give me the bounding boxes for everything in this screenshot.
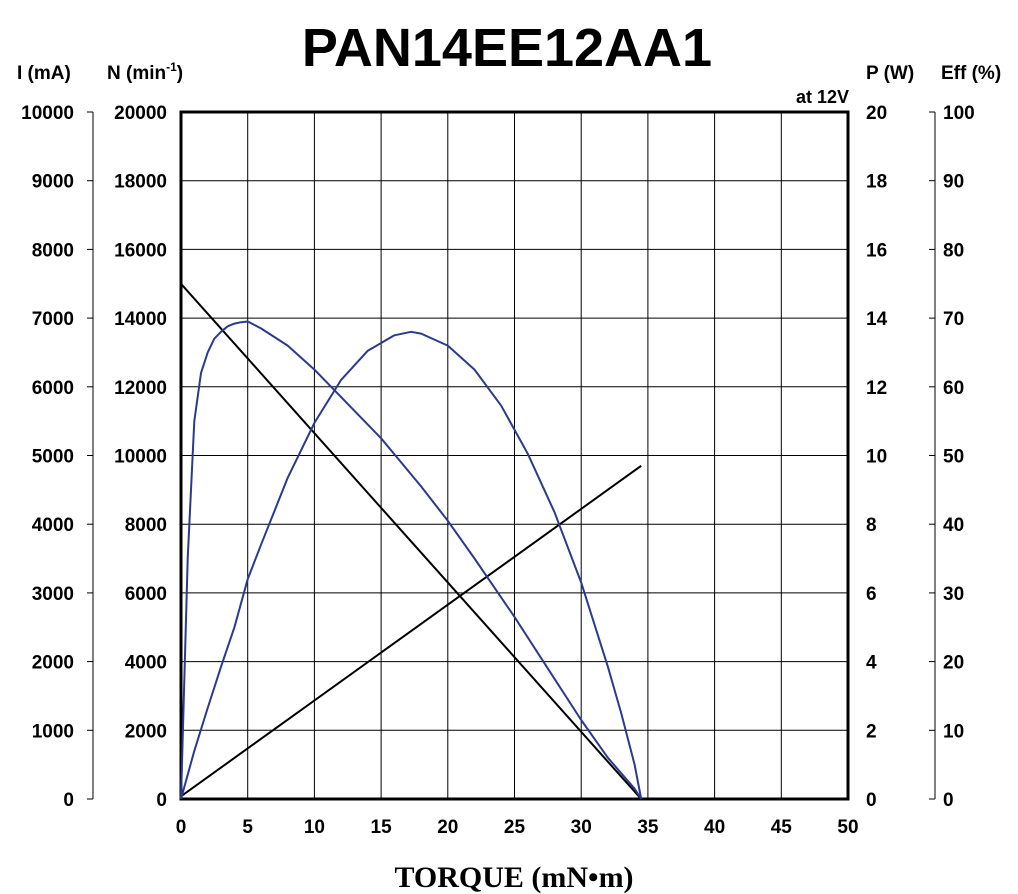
x-tick-label: 25 [504,817,526,838]
efficiency-tick-label: 0 [943,790,954,811]
current-line [180,464,642,798]
efficiency-axis-label: Eff (%) [941,63,1001,84]
current-tick-label: 7000 [32,309,74,330]
speed-line [180,283,642,800]
power-axis-label: P (W) [866,63,914,84]
speed-tick-label: 20000 [114,103,167,124]
power-tick-label: 10 [866,447,887,468]
x-tick-label: 50 [837,817,858,838]
x-tick-label: 20 [437,817,458,838]
speed-tick-label: 12000 [114,378,167,399]
efficiency-tick-label: 90 [943,172,964,193]
efficiency-tick-label: 60 [943,378,964,399]
speed-tick-label: 2000 [125,721,167,742]
current-tick-label: 5000 [32,447,74,468]
x-tick-label: 45 [771,817,793,838]
x-tick-label: 30 [571,817,592,838]
efficiency-tick-label: 50 [943,447,964,468]
speed-tick-label: 18000 [114,172,167,193]
efficiency-curve [180,320,643,800]
power-tick-label: 14 [866,309,888,330]
current-tick-label: 0 [63,790,74,811]
current-tick-label: 3000 [32,584,74,605]
power-tick-label: 6 [866,584,877,605]
efficiency-tick-label: 30 [943,584,964,605]
speed-axis-label: N (min-1) [107,60,183,84]
plot-frame [179,110,850,801]
power-tick-label: 2 [866,721,877,742]
speed-tick-label: 6000 [125,584,167,605]
power-tick-label: 18 [866,172,887,193]
speed-tick-label: 10000 [114,447,167,468]
current-tick-label: 10000 [21,103,74,124]
efficiency-tick-label: 100 [943,103,975,124]
power-tick-label: 12 [866,378,887,399]
x-tick-label: 10 [304,817,325,838]
efficiency-tick-label: 10 [943,721,964,742]
current-tick-label: 9000 [32,172,74,193]
power-tick-label: 16 [866,240,887,261]
power-tick-label: 4 [866,653,877,674]
speed-tick-label: 14000 [114,309,167,330]
x-axis-title: TORQUE (mN•m) [394,861,633,894]
x-tick-label: 35 [637,817,659,838]
x-tick-label: 0 [176,817,187,838]
power-tick-label: 20 [866,103,887,124]
x-tick-label: 5 [242,817,253,838]
power-tick-label: 0 [866,790,877,811]
current-tick-label: 1000 [32,721,74,742]
power-curve [180,330,643,800]
efficiency-tick-label: 40 [943,515,964,536]
x-tick-label: 40 [704,817,725,838]
current-tick-label: 2000 [32,653,74,674]
speed-tick-label: 16000 [114,240,167,261]
speed-tick-label: 8000 [125,515,167,536]
current-tick-label: 8000 [32,240,74,261]
chart-title: PAN14EE12AA1 [302,18,712,78]
current-tick-label: 6000 [32,378,74,399]
speed-tick-label: 4000 [125,653,167,674]
current-axis-label: I (mA) [17,63,71,84]
current-tick-label: 4000 [32,515,74,536]
efficiency-tick-label: 20 [943,653,964,674]
efficiency-tick-label: 70 [943,309,964,330]
efficiency-tick-label: 80 [943,240,964,261]
speed-tick-label: 0 [156,790,167,811]
x-tick-label: 15 [371,817,393,838]
voltage-note: at 12V [796,87,849,107]
power-tick-label: 8 [866,515,877,536]
